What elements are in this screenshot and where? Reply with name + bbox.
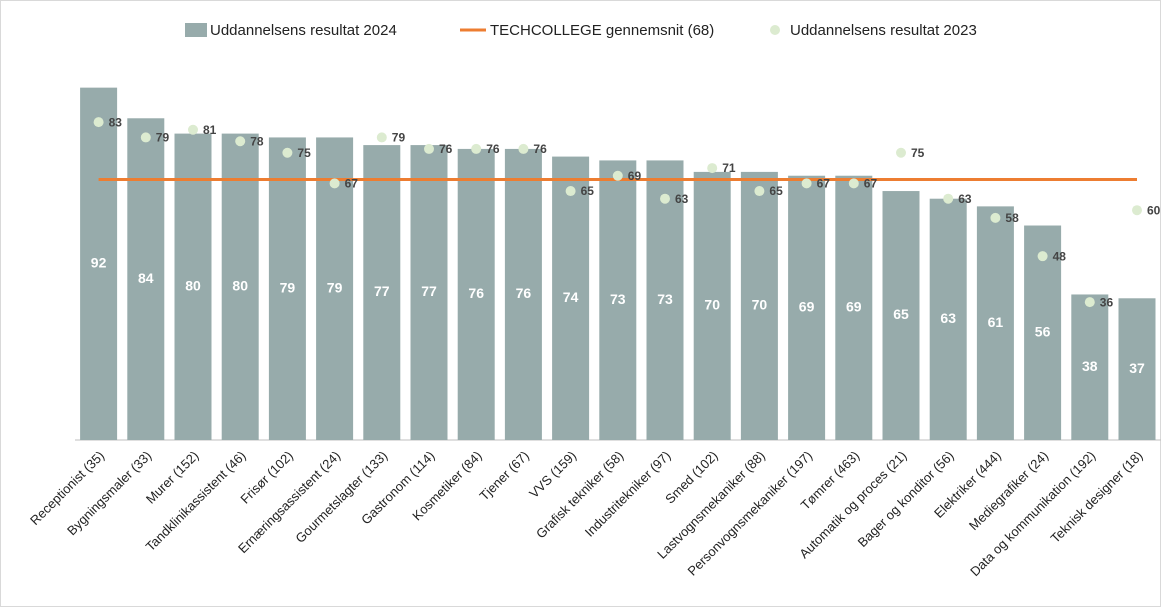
bar-label: 61 (988, 314, 1004, 330)
bar-label: 77 (374, 283, 390, 299)
bar-label: 92 (91, 255, 107, 271)
dot-label: 36 (1100, 295, 1114, 309)
bar (1118, 298, 1156, 440)
dot-label: 79 (156, 131, 170, 145)
dot-label: 48 (1053, 249, 1067, 263)
legend-label: Uddannelsens resultat 2023 (790, 22, 977, 39)
legend-label: Uddannelsens resultat 2024 (210, 22, 397, 39)
bar (599, 160, 637, 440)
dot-label: 75 (297, 146, 311, 160)
bar-label: 73 (610, 291, 626, 307)
bar-label: 84 (138, 270, 154, 286)
dot-label: 67 (345, 177, 359, 191)
dot-label: 76 (486, 142, 500, 156)
dot-label: 81 (203, 123, 217, 137)
bar (929, 198, 967, 440)
dot (424, 143, 434, 154)
bar (80, 87, 118, 440)
bar-label: 79 (280, 279, 296, 295)
dot (943, 193, 954, 204)
dot (518, 143, 529, 154)
bar-label: 80 (232, 278, 248, 294)
bar (552, 156, 590, 440)
bar-label: 56 (1035, 323, 1051, 339)
bar (410, 145, 448, 440)
dot-label: 69 (628, 169, 642, 183)
dot (282, 147, 293, 158)
dot-label: 76 (533, 142, 547, 156)
dot (140, 132, 151, 143)
bar-label: 38 (1082, 358, 1098, 374)
bar (268, 137, 306, 440)
bar (363, 145, 401, 440)
dot (565, 186, 576, 197)
bar (1071, 294, 1109, 440)
dot (848, 178, 859, 189)
bar (504, 148, 542, 441)
dot-label: 75 (911, 146, 925, 160)
bar-label: 69 (799, 299, 815, 315)
bar (882, 191, 920, 440)
bar (693, 171, 731, 440)
dot (235, 136, 246, 147)
dot (612, 170, 623, 181)
bar-label: 79 (327, 279, 343, 295)
bar (221, 133, 259, 440)
dot-label: 63 (958, 192, 972, 206)
legend-swatch-dot (770, 25, 780, 35)
bar (127, 118, 165, 440)
bar-label: 74 (563, 289, 579, 305)
bar (646, 160, 684, 440)
dot (1084, 297, 1095, 308)
dot-label: 79 (392, 131, 406, 145)
dot-label: 71 (722, 161, 736, 175)
bar-label: 69 (846, 299, 862, 315)
bar (976, 206, 1014, 440)
legend-label: TECHCOLLEGE gennemsnit (68) (490, 22, 714, 39)
dot (990, 212, 1001, 223)
dot (376, 132, 387, 143)
dot (801, 178, 812, 189)
bar (835, 175, 873, 441)
dot (471, 143, 482, 154)
bar-label: 76 (516, 285, 532, 301)
dot (660, 193, 670, 204)
bar (457, 148, 495, 441)
legend-swatch-bar (185, 23, 207, 37)
bar (174, 133, 212, 440)
dot (188, 124, 198, 135)
dot (1037, 251, 1048, 262)
bar-label: 73 (657, 291, 673, 307)
bar (740, 171, 778, 440)
bar-label: 76 (468, 285, 484, 301)
dot (754, 186, 765, 197)
bar-label: 70 (704, 297, 720, 313)
dot-label: 60 (1147, 203, 1161, 217)
dot-label: 67 (817, 177, 831, 191)
bar (1024, 225, 1062, 440)
legend: Uddannelsens resultat 2024 TECHCOLLEGE g… (185, 22, 977, 39)
dot (93, 117, 104, 128)
bar-label: 70 (752, 297, 768, 313)
dot-label: 65 (581, 184, 595, 198)
bar-label: 37 (1129, 360, 1145, 376)
dot (1132, 205, 1142, 216)
dot-label: 78 (250, 134, 264, 148)
bar (788, 175, 826, 441)
dot-label: 83 (109, 115, 123, 129)
dot-label: 67 (864, 177, 878, 191)
dot-label: 63 (675, 192, 689, 206)
dot (329, 178, 340, 189)
bar-label: 77 (421, 283, 437, 299)
dot-label: 65 (769, 184, 783, 198)
bar-label: 65 (893, 306, 909, 322)
dot (896, 147, 906, 158)
dot (707, 163, 718, 174)
bar-label: 63 (940, 310, 956, 326)
bar-label: 80 (185, 278, 201, 294)
dot-label: 58 (1005, 211, 1019, 225)
dot-label: 76 (439, 142, 453, 156)
